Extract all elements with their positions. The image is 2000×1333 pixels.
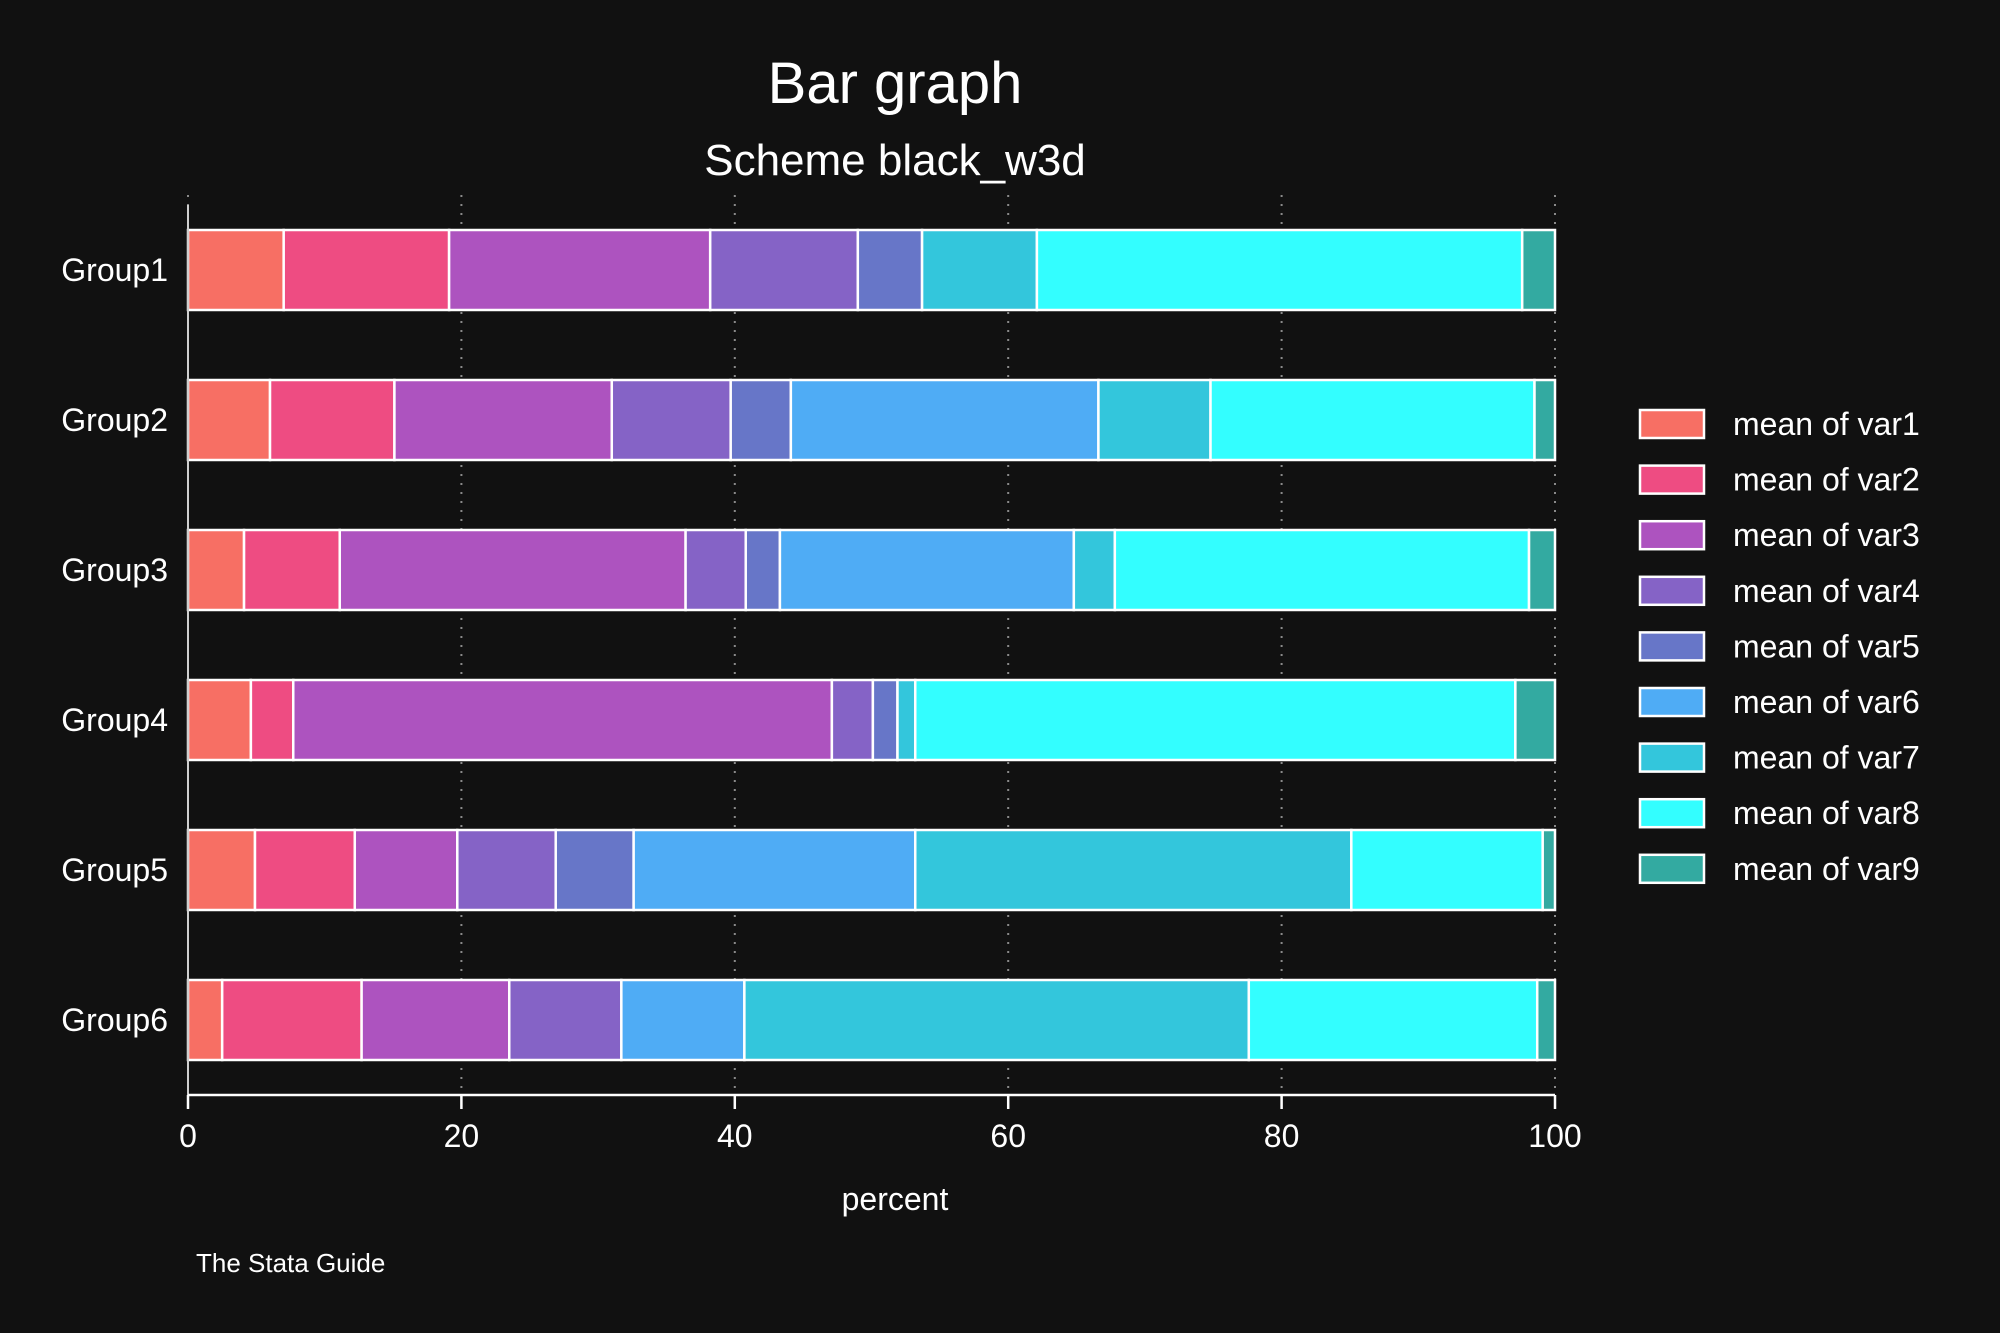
legend-swatch [1638, 575, 1706, 607]
x-tick-label: 100 [1528, 1118, 1581, 1154]
bar-segment [360, 978, 511, 1062]
bar-segment [1097, 378, 1212, 462]
bar-segment [896, 678, 917, 762]
category-label: Group3 [61, 552, 168, 588]
legend-swatch [1638, 408, 1706, 440]
x-tick-label: 0 [179, 1118, 197, 1154]
bar-segment [186, 978, 224, 1062]
bar-segment [830, 678, 875, 762]
category-label: Group4 [61, 702, 168, 738]
x-tick-label: 40 [717, 1118, 753, 1154]
bars [186, 228, 1557, 1062]
legend-swatch [1638, 631, 1706, 662]
bar-segment [778, 528, 1076, 612]
bar-segment [292, 678, 834, 762]
bar-segment [620, 978, 746, 1062]
legend-swatch [1638, 742, 1706, 773]
bar-segment [789, 378, 1100, 462]
chart-note: The Stata Guide [196, 1248, 385, 1278]
legend-swatch [1638, 853, 1706, 885]
legend-swatch [1638, 686, 1706, 718]
legend-label: mean of var7 [1733, 740, 1920, 776]
bar-segment [1533, 378, 1557, 462]
bar-segment [186, 378, 272, 462]
bar-segment [1350, 828, 1544, 912]
legend-label: mean of var1 [1733, 406, 1920, 442]
category-label: Group2 [61, 402, 168, 438]
bar-segment [186, 528, 246, 612]
bar-segment [632, 828, 917, 912]
legend-swatch [1638, 519, 1706, 551]
chart-subtitle: Scheme black_w3d [704, 136, 1086, 185]
category-labels: Group1 Group2 Group3 Group4 Group5 Group6 [61, 252, 168, 1038]
bar-segment [353, 828, 459, 912]
bar-segment [920, 228, 1039, 312]
bar-segment [268, 378, 396, 462]
x-axis-ticks: 0 20 40 60 80 100 [179, 1095, 1582, 1154]
bar-segment [744, 528, 782, 612]
bar-segment [708, 228, 860, 312]
legend-label: mean of var4 [1733, 573, 1920, 609]
legend-swatch [1638, 797, 1706, 829]
bar-segment [1035, 228, 1524, 312]
bar-segment [1541, 828, 1557, 912]
bar-segment [249, 678, 295, 762]
bar-segment [186, 678, 253, 762]
bar-segment [913, 828, 1353, 912]
bar-segment [871, 678, 899, 762]
bar-segment [743, 978, 1251, 1062]
category-label: Group5 [61, 852, 168, 888]
bar-segment [856, 228, 924, 312]
legend-label: mean of var3 [1733, 517, 1920, 553]
x-tick-label: 80 [1264, 1118, 1300, 1154]
bar-segment [338, 528, 687, 612]
bar-segment [220, 978, 363, 1062]
bar-segment [456, 828, 557, 912]
x-axis-label: percent [842, 1181, 949, 1217]
x-tick-label: 20 [444, 1118, 480, 1154]
legend-label: mean of var2 [1733, 462, 1920, 498]
category-label: Group6 [61, 1002, 168, 1038]
bar-segment [282, 228, 451, 312]
x-tick-label: 60 [990, 1118, 1026, 1154]
legend-swatch [1638, 464, 1706, 495]
bar-segment [507, 978, 623, 1062]
bar-segment [913, 678, 1517, 762]
bar-segment [186, 828, 257, 912]
chart-title: Bar graph [768, 51, 1023, 116]
bar-segment [1247, 978, 1539, 1062]
bar-segment [186, 228, 285, 312]
bar-segment [610, 378, 732, 462]
bar-segment [1209, 378, 1536, 462]
bar-segment [1527, 528, 1557, 612]
bar-segment [253, 828, 357, 912]
bar-segment [447, 228, 712, 312]
bar-segment [1520, 228, 1557, 312]
bar-segment [1113, 528, 1531, 612]
bar-segment [684, 528, 747, 612]
bar-segment [554, 828, 635, 912]
legend-label: mean of var8 [1733, 795, 1920, 831]
legend-label: mean of var9 [1733, 851, 1920, 887]
legend: mean of var1 mean of var2 mean of var3 mean… [1638, 406, 1920, 887]
bar-segment [393, 378, 614, 462]
legend-label: mean of var5 [1733, 628, 1920, 664]
bar-segment [1535, 978, 1557, 1062]
bar-segment [1514, 678, 1557, 762]
category-label: Group1 [61, 252, 168, 288]
bar-segment [729, 378, 793, 462]
legend-label: mean of var6 [1733, 684, 1920, 720]
bar-segment [1072, 528, 1117, 612]
bar-segment [242, 528, 341, 612]
